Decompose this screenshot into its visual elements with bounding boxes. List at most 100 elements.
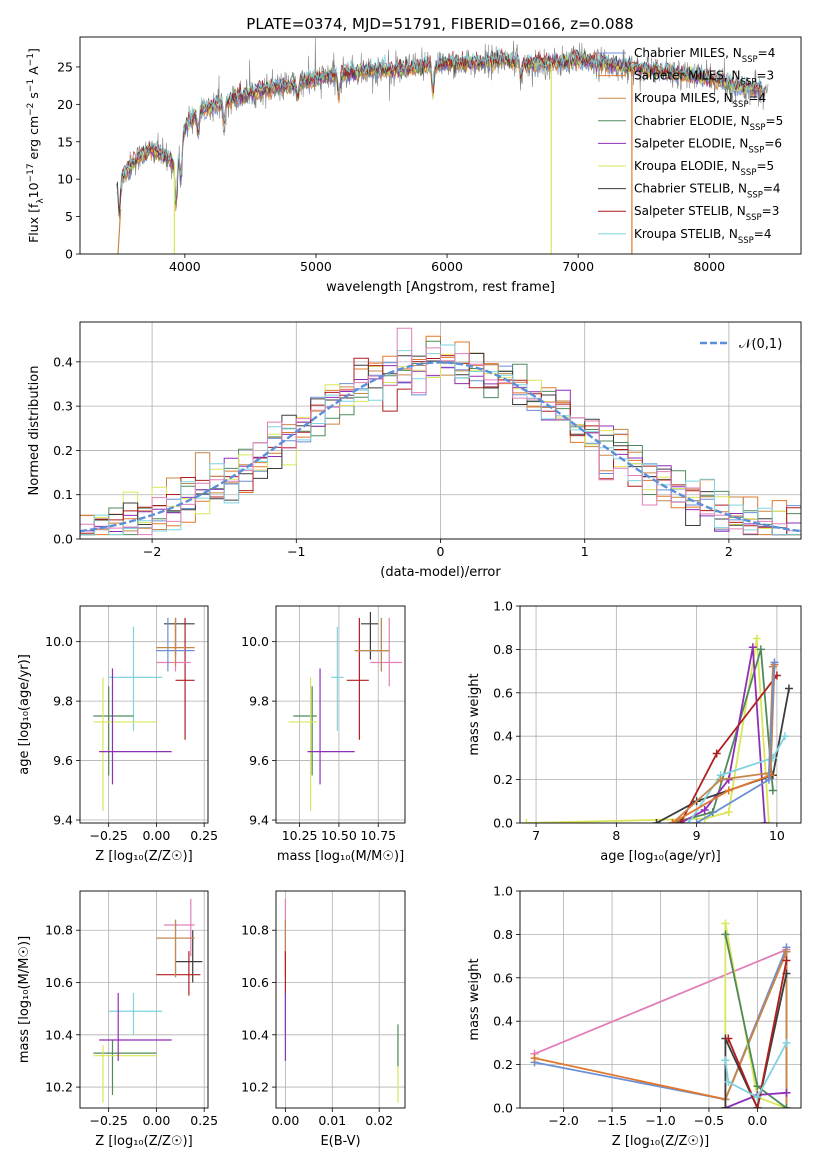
error-point — [346, 617, 369, 740]
residual-histogram — [80, 327, 801, 536]
weight-marker — [716, 775, 725, 784]
weight-marker — [721, 1056, 730, 1065]
y-tick-label: 0.2 — [493, 772, 513, 787]
y-tick-label: 10.6 — [45, 975, 73, 990]
y-tick-label: 9.4 — [53, 813, 73, 828]
normal-curve — [80, 361, 801, 533]
weight-marker — [724, 1034, 733, 1043]
legend-sub: SSP — [738, 236, 754, 246]
legend-prefix: Salpeter ELODIE, N — [634, 136, 748, 150]
legend-prefix: Chabrier STELIB, N — [634, 182, 747, 196]
error-point — [156, 617, 195, 666]
weight-marker — [712, 749, 721, 758]
axes-frame — [519, 890, 802, 1109]
panel-mass-vs-Z: −0.25 0.00 0.25 10.2 10.4 10.6 10.8 Z [log₁₀(Z/… — [17, 890, 218, 1149]
panels: 4000 5000 6000 7000 80000510152025wavelength… — [17, 36, 802, 1149]
error-point — [164, 898, 195, 957]
legend-suffix: =3 — [756, 69, 774, 83]
y-tick-label: 0.0 — [53, 532, 73, 547]
legend-sub: SSP — [746, 213, 762, 223]
axes-frame — [79, 321, 802, 540]
plot-area — [80, 327, 801, 536]
weight-marker — [721, 1104, 730, 1108]
weight-line — [534, 948, 787, 1055]
y-tick-label: 0.4 — [493, 1014, 513, 1029]
weight-marker — [724, 808, 733, 817]
weight-line — [724, 1042, 788, 1099]
weight-marker — [684, 819, 693, 823]
x-tick-label: −0.25 — [90, 828, 128, 843]
error-point — [331, 626, 344, 731]
legend-suffix: =4 — [749, 91, 767, 105]
weight-marker — [752, 634, 761, 643]
grid — [80, 606, 208, 823]
y-axis-label-part: s — [26, 92, 41, 103]
x-axis-label: E(B-V) — [320, 1134, 360, 1149]
legend-prefix: Chabrier MILES, N — [634, 46, 742, 60]
x-axis-label: Z [log₁₀(Z/Z☉)] — [95, 849, 192, 864]
legend-label: Salpeter ELODIE, NSSP=6 — [634, 136, 782, 155]
plot-area — [530, 919, 791, 1108]
y-tick-label: 0.0 — [493, 816, 513, 831]
error-point — [156, 919, 195, 978]
y-axis-label-part: Flux [f — [26, 203, 41, 243]
y-tick-label: 10.8 — [241, 923, 269, 938]
error-point — [288, 677, 317, 812]
x-tick-label: 10.75 — [360, 828, 396, 843]
y-tick-label: 0.3 — [53, 399, 73, 414]
y-axis-label-part: erg cm — [26, 116, 41, 164]
weight-marker — [724, 1077, 733, 1086]
x-tick-label: 8000 — [693, 259, 725, 274]
y-tick-label: 9.4 — [249, 813, 269, 828]
x-tick-label: −1 — [287, 544, 305, 559]
plot-area — [93, 617, 195, 812]
legend-sub: SSP — [742, 55, 758, 65]
weight-marker — [760, 819, 769, 823]
ticks: 10.25 10.50 10.75 9.4 9.6 9.8 10.0 — [241, 634, 396, 843]
weight-series — [724, 956, 791, 1108]
error-point — [156, 951, 201, 996]
weight-marker — [721, 930, 730, 939]
y-tick-label: 0.6 — [493, 970, 513, 985]
legend-prefix: Salpeter MILES, N — [634, 69, 741, 83]
legend-prefix: Kroupa ELODIE, N — [634, 159, 741, 173]
weight-marker — [784, 684, 793, 693]
grid — [276, 606, 405, 823]
y-tick-label: 10.2 — [241, 1080, 269, 1095]
y-axis-label-part: −1 — [26, 53, 36, 66]
y-axis-label-part: 10 — [26, 182, 41, 198]
x-tick-label: 7000 — [562, 259, 594, 274]
y-axis-label: Flux [fλ10−17 erg cm−2 s−1 A−1] — [26, 48, 46, 243]
error-point — [99, 668, 172, 785]
y-tick-label: 10.8 — [45, 923, 73, 938]
panel-age-vs-Z: −0.25 0.00 0.25 9.4 9.6 9.8 10.0 Z [log₁₀(Z/Z☉)… — [17, 605, 218, 864]
weight-marker — [764, 819, 773, 823]
weight-marker — [652, 819, 661, 823]
panel-age-vs-mass: 10.25 10.50 10.75 9.4 9.6 9.8 10.0 mass [log₁₀(… — [241, 605, 406, 864]
y-tick-label: 25 — [57, 59, 73, 74]
legend-suffix: =5 — [756, 159, 774, 173]
x-tick-label: 0.25 — [190, 1113, 218, 1128]
legend-suffix: =6 — [764, 136, 782, 150]
y-tick-label: 0.4 — [493, 729, 513, 744]
error-point — [99, 992, 172, 1061]
y-tick-label: 10.4 — [45, 1027, 73, 1042]
y-axis-label-part: A — [26, 66, 41, 79]
legend-sub: SSP — [750, 123, 766, 133]
x-tick-label: 1 — [581, 544, 589, 559]
weight-series — [676, 671, 781, 823]
y-tick-label: 0.8 — [493, 642, 513, 657]
legend-prefix: Kroupa STELIB, N — [634, 227, 738, 241]
y-tick-label: 10 — [57, 172, 73, 187]
legend-suffix: =4 — [758, 46, 776, 60]
x-axis-label: age [log₁₀(age/yr)] — [600, 849, 721, 864]
error-point — [175, 617, 195, 740]
x-tick-label: −0.25 — [90, 1113, 128, 1128]
model-spectrum — [116, 48, 763, 215]
plot-area — [522, 634, 793, 823]
legend-prefix: Salpeter STELIB, N — [634, 204, 746, 218]
y-tick-label: 20 — [57, 97, 73, 112]
panel-mw-vs-Z: −2.0 −1.5 −1.0 −0.5 0.0 0.0 0.2 0.4 0.6 0.8 1.0 Z [… — [467, 884, 802, 1149]
weight-series — [692, 658, 779, 823]
x-tick-label: 10 — [769, 828, 785, 843]
